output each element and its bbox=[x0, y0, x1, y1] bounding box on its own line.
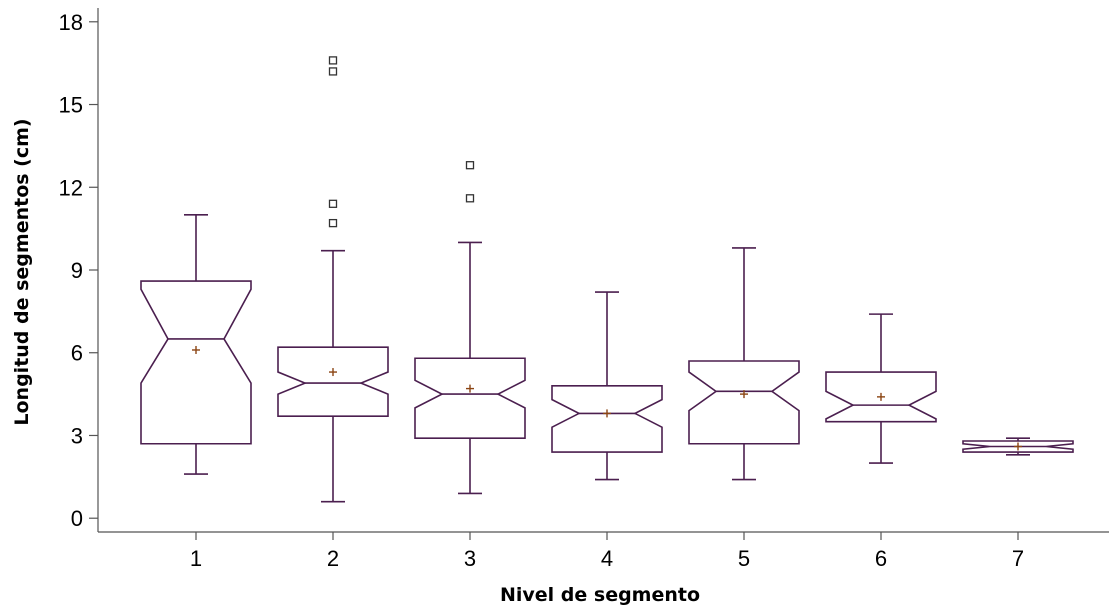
outlier-point bbox=[328, 67, 338, 76]
box-group bbox=[277, 56, 389, 503]
box-body bbox=[962, 440, 1074, 453]
labels: Nivel de segmento Longitud de segmentos … bbox=[11, 118, 700, 606]
box-body bbox=[551, 385, 663, 453]
outlier-point bbox=[465, 161, 475, 170]
outlier-point bbox=[328, 56, 338, 65]
x-tick-label: 6 bbox=[875, 546, 887, 571]
outlier-point bbox=[328, 199, 338, 208]
box-body bbox=[277, 346, 389, 417]
outlier-point bbox=[328, 218, 338, 228]
outlier-point bbox=[465, 194, 475, 203]
x-axis-title: Nivel de segmento bbox=[500, 584, 700, 606]
y-tick-label: 0 bbox=[71, 506, 83, 531]
x-tick-label: 7 bbox=[1012, 546, 1024, 571]
box-body bbox=[825, 371, 937, 423]
box-group bbox=[825, 313, 937, 464]
y-tick-label: 9 bbox=[71, 258, 83, 283]
y-tick-label: 3 bbox=[71, 423, 83, 448]
y-tick-label: 12 bbox=[59, 175, 83, 200]
box-body bbox=[140, 280, 252, 445]
box-body bbox=[688, 360, 800, 445]
x-tick-label: 5 bbox=[738, 546, 750, 571]
y-tick-label: 15 bbox=[59, 93, 83, 118]
x-tick-label: 2 bbox=[327, 546, 339, 571]
box-group bbox=[688, 247, 800, 481]
box-group bbox=[551, 291, 663, 481]
box-group bbox=[140, 214, 252, 475]
y-tick-label: 6 bbox=[71, 341, 83, 366]
box-group bbox=[962, 437, 1074, 456]
box-group bbox=[414, 161, 526, 495]
x-tick-label: 1 bbox=[190, 546, 202, 571]
x-tick-label: 3 bbox=[464, 546, 476, 571]
box-body bbox=[414, 357, 526, 440]
y-tick-label: 18 bbox=[59, 10, 83, 35]
x-tick-label: 4 bbox=[601, 546, 613, 571]
y-axis-title: Longitud de segmentos (cm) bbox=[11, 118, 33, 425]
boxes bbox=[140, 56, 1074, 503]
